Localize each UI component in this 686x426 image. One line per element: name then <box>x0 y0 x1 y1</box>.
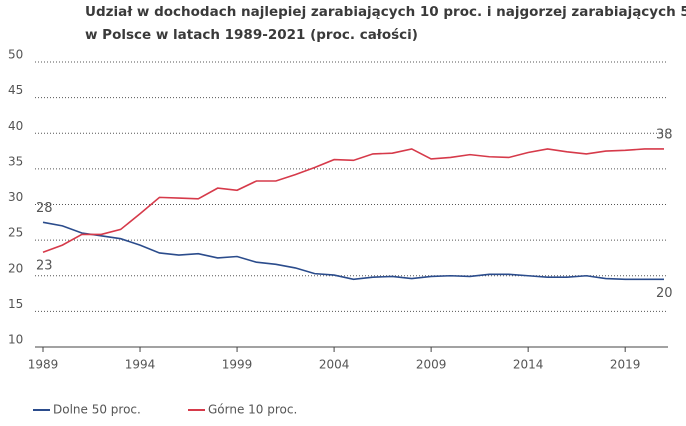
data-label: 20 <box>656 286 673 301</box>
data-label: 38 <box>656 127 673 142</box>
chart-title: w Polsce w latach 1989-2021 (proc. całoś… <box>85 27 418 43</box>
y-tick-label: 40 <box>8 119 23 133</box>
x-tick-label: 1999 <box>222 358 253 372</box>
data-label: 23 <box>36 259 53 274</box>
y-tick-label: 45 <box>8 83 23 97</box>
x-tick-label: 2019 <box>610 358 641 372</box>
y-tick-label: 35 <box>8 154 23 168</box>
x-tick-label: 1989 <box>28 358 59 372</box>
x-tick-label: 2009 <box>416 358 447 372</box>
legend-label: Górne 10 proc. <box>208 403 297 417</box>
data-label: 28 <box>36 201 53 216</box>
x-tick-label: 1994 <box>125 358 156 372</box>
y-tick-label: 15 <box>8 297 23 311</box>
y-tick-label: 30 <box>8 190 23 204</box>
x-tick-label: 2014 <box>513 358 544 372</box>
y-tick-label: 25 <box>8 226 23 240</box>
series-line <box>42 221 664 281</box>
y-tick-label: 50 <box>8 48 23 62</box>
x-tick-label: 2004 <box>319 358 350 372</box>
chart-title: Udział w dochodach najlepiej zarabiający… <box>85 4 686 20</box>
y-tick-label: 10 <box>8 333 23 347</box>
series-line <box>42 148 664 253</box>
y-tick-label: 20 <box>8 261 23 275</box>
legend-label: Dolne 50 proc. <box>53 403 141 417</box>
